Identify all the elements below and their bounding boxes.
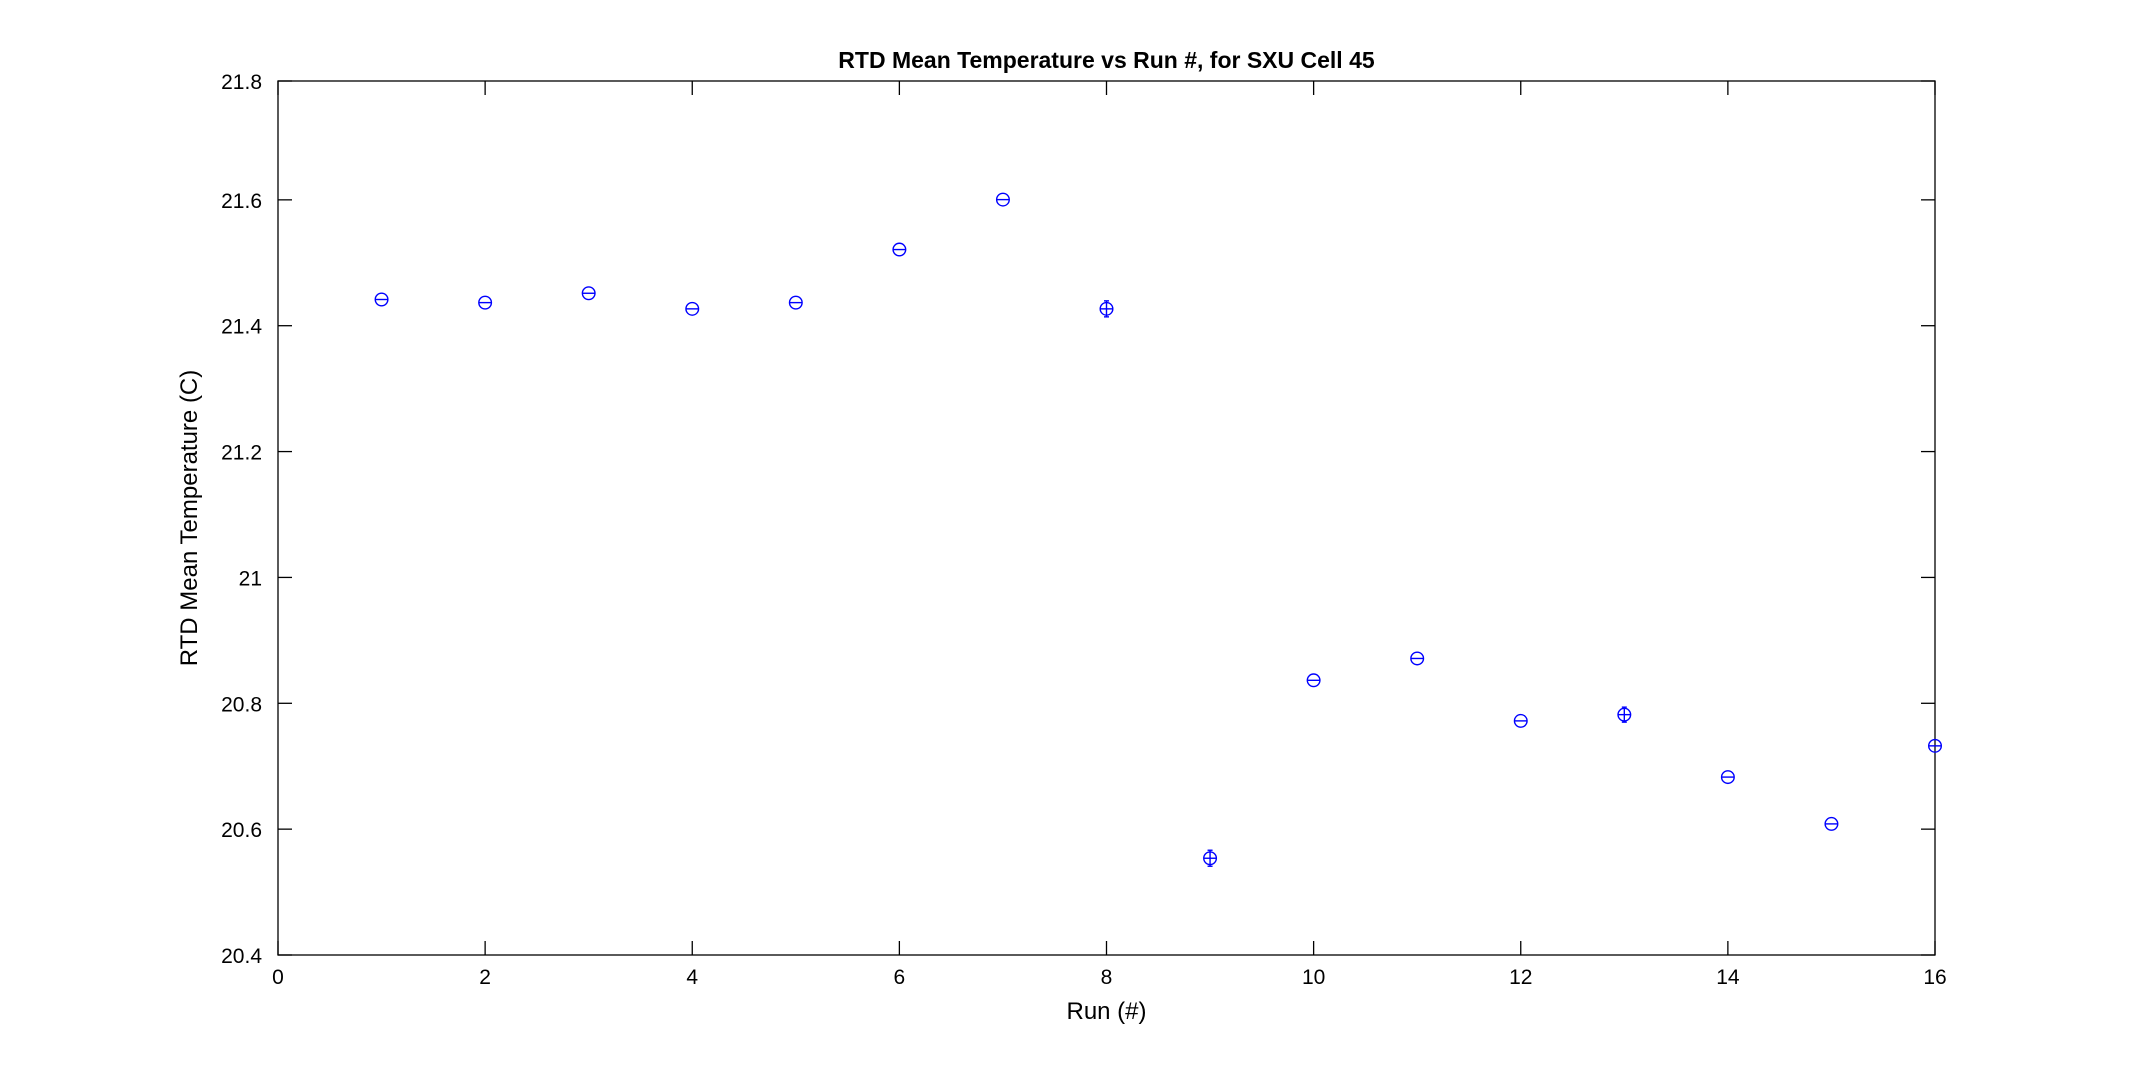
svg-text:6: 6 [894, 966, 906, 989]
svg-text:16: 16 [1923, 966, 1946, 989]
svg-text:21.4: 21.4 [221, 316, 262, 339]
svg-text:0: 0 [272, 966, 284, 989]
svg-text:20.6: 20.6 [221, 819, 262, 842]
svg-text:14: 14 [1716, 966, 1740, 989]
svg-text:2: 2 [479, 966, 491, 989]
svg-text:21.2: 21.2 [221, 442, 262, 465]
svg-text:RTD Mean Temperature vs Run #,: RTD Mean Temperature vs Run #, for SXU C… [838, 47, 1375, 73]
svg-text:21.6: 21.6 [221, 190, 262, 213]
svg-text:20.4: 20.4 [221, 945, 262, 968]
svg-text:RTD Mean Temperature (C): RTD Mean Temperature (C) [176, 370, 203, 667]
svg-text:21.8: 21.8 [221, 71, 262, 94]
svg-text:Run (#): Run (#) [1066, 998, 1146, 1025]
svg-text:21: 21 [239, 567, 262, 590]
svg-text:4: 4 [686, 966, 698, 989]
svg-text:20.8: 20.8 [221, 693, 262, 716]
svg-text:10: 10 [1302, 966, 1325, 989]
svg-text:8: 8 [1101, 966, 1113, 989]
svg-text:12: 12 [1509, 966, 1532, 989]
